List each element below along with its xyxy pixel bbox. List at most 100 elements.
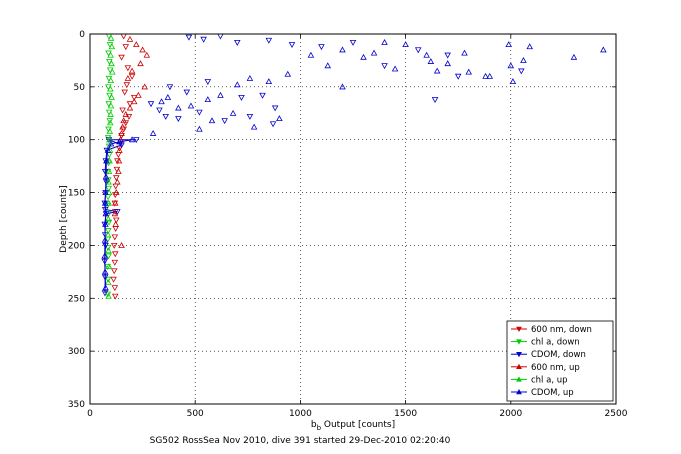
data-point [119,107,126,114]
data-point [106,118,114,125]
data-point [107,85,114,92]
legend-box [506,320,614,402]
y-tick-label: 350 [68,400,85,410]
data-point [128,73,136,80]
data-point [509,78,517,85]
data-point [104,264,111,270]
data-point [339,46,346,53]
data-point [111,259,119,266]
data-point [114,209,121,216]
data-point [113,189,120,196]
data-point [106,136,113,143]
data-point [135,91,142,98]
data-point [162,113,170,120]
data-point [246,113,254,120]
legend-marker [516,339,522,345]
data-point [105,253,112,260]
data-point [130,98,138,105]
data-point [156,107,163,114]
data-point [102,220,109,227]
data-point [414,47,422,54]
data-point [106,127,114,134]
data-point [284,70,292,77]
data-point [143,51,151,58]
data-point [349,39,357,46]
data-point [461,49,468,56]
data-point [102,173,110,180]
data-point [431,97,439,103]
legend-marker [516,363,522,370]
data-point [105,101,113,108]
data-point [110,268,118,275]
data-point [133,41,140,48]
legend-entry: CDOM, up [531,388,574,398]
data-point [103,157,110,164]
data-point [115,168,122,174]
data-point [101,252,109,259]
data-point [221,118,228,125]
data-point [116,138,123,145]
data-point [141,83,148,90]
data-point [101,268,109,275]
legend-entry: chl a, up [531,375,568,385]
data-point [102,284,109,291]
data-point [106,119,114,126]
data-point [105,168,113,174]
data-point [105,228,112,235]
data-point [465,68,472,75]
legend-marker [516,388,522,395]
x-axis-label: bb Output [counts] [311,420,395,432]
data-point [128,136,136,143]
y-tick-label: 50 [74,83,86,93]
data-point [101,290,109,297]
data-point [234,39,241,46]
data-point [204,96,212,103]
data-point [570,53,578,60]
data-layer [101,33,607,300]
data-point [121,89,128,96]
data-point [126,35,134,42]
data-point [119,123,126,130]
y-tick-label: 200 [68,241,85,251]
data-point [324,62,332,69]
data-point [122,44,130,51]
data-point [118,242,125,248]
data-point [107,140,115,147]
data-point [482,72,489,79]
data-point [111,234,119,241]
data-point [111,251,119,258]
data-point [164,94,172,100]
y-axis-label: Depth [counts] [59,185,69,252]
x-tick-label: 0 [87,409,93,419]
data-point [381,39,388,45]
data-point [187,102,195,109]
data-point [124,74,132,81]
data-point [126,104,134,111]
data-point [107,102,115,109]
data-point [229,109,237,116]
data-point [102,242,109,249]
y-tick-label: 250 [68,294,85,304]
data-point [111,293,119,300]
data-point [318,44,325,51]
data-point [381,63,388,70]
y-tick-label: 150 [68,189,85,199]
x-tick-label: 500 [187,409,204,419]
data-point [600,46,607,53]
data-point [124,65,132,72]
data-point [107,77,115,83]
data-point [102,189,109,196]
data-point [175,116,182,122]
data-point [113,175,120,182]
data-point [166,84,174,91]
data-point [147,101,155,108]
data-point [204,79,212,85]
data-point [111,285,119,292]
data-point [507,62,515,69]
legend-entry: CDOM, down [531,350,586,360]
y-tick-label: 100 [68,136,85,146]
x-tick-label: 1000 [289,409,312,419]
data-point [505,41,512,48]
data-point [105,279,112,285]
x-tick-label: 2000 [499,409,522,419]
